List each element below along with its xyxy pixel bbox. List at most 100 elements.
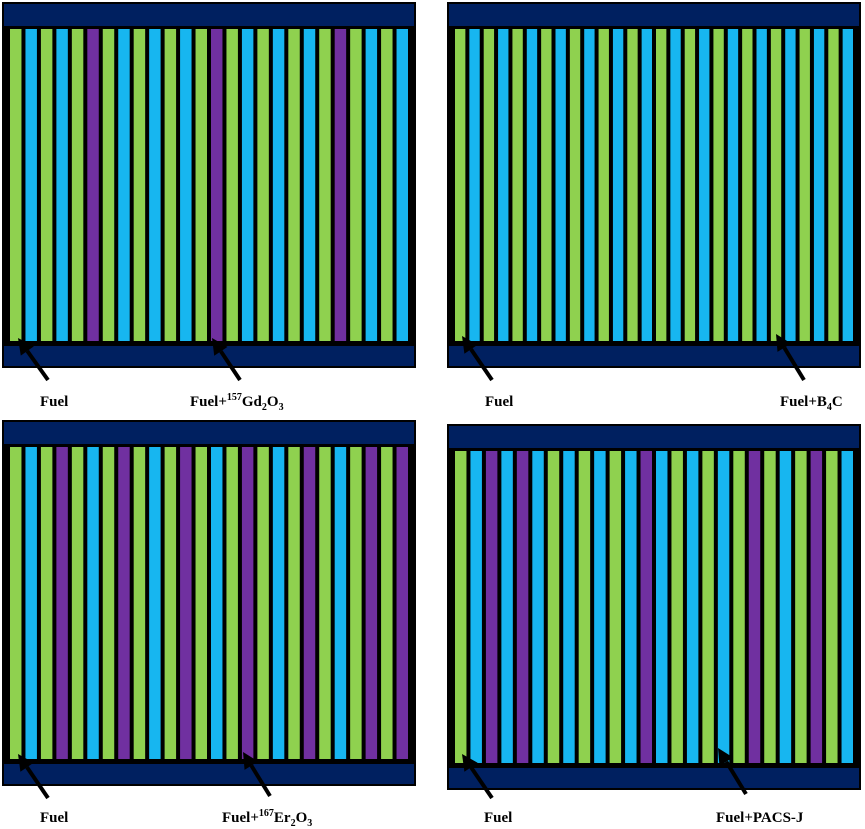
panel-3-rod-16-absorber: [241, 447, 254, 759]
panel-1-rod-1-fuel: [10, 29, 22, 341]
panel-4-rod-7-fuel: [547, 451, 560, 763]
panel-2-rod-4-coolant: [498, 29, 509, 341]
panel-1-rod-23-fuel: [350, 29, 362, 341]
panel-1-rod-21-fuel: [319, 29, 331, 341]
panel-3-rod-25-fuel: [381, 447, 393, 759]
panel-2-rod-5-fuel: [512, 29, 523, 341]
panel-4-fuel-arrow-shaft: [469, 766, 494, 800]
panel-2-rod-3-fuel: [483, 29, 495, 341]
panel-3-rod-14-coolant: [211, 447, 223, 759]
panel-3-rod-15-fuel: [226, 447, 238, 759]
panel-1-top-plate: [4, 4, 414, 26]
panel-3-absorber-arrow-shaft: [249, 764, 272, 798]
panel-4-rod-21-fuel: [764, 451, 776, 763]
panel-4-rod-14-coolant: [656, 451, 668, 763]
panel-1-rod-7-fuel: [102, 29, 115, 341]
panel-3-rod-6-coolant: [87, 447, 99, 759]
panel-1-rod-12-coolant: [180, 29, 192, 341]
panel-4-top-plate: [449, 426, 859, 448]
panel-3-rod-26-absorber: [396, 447, 408, 759]
panel-2-fuel-arrow-shaft: [469, 348, 494, 382]
panel-1-bottom-plate: [4, 346, 414, 366]
panel-2-rod-26-coolant: [813, 29, 825, 341]
panel-2-rod-14-coolant: [641, 29, 652, 341]
panel-4-rod-4-coolant: [501, 451, 513, 763]
panel-4-frame: [447, 424, 861, 790]
panel-1-rod-25-fuel: [381, 29, 393, 341]
panel-2-rod-22-coolant: [756, 29, 767, 341]
panel-1-rod-14-absorber: [211, 29, 223, 341]
panel-3-rod-24-absorber: [365, 447, 378, 759]
panel-2-rod-6-coolant: [526, 29, 538, 341]
panel-3-rod-20-absorber: [303, 447, 316, 759]
panel-3-rod-1-fuel: [10, 447, 22, 759]
panel-1-absorber-arrow-head: [212, 338, 228, 356]
panel-1-fuel-arrow-head: [18, 338, 34, 356]
panel-1-rod-11-fuel: [164, 29, 177, 341]
panel-4-rod-17-fuel: [702, 451, 714, 763]
panel-3-frame: [2, 420, 416, 786]
panel-4-rod-11-fuel: [609, 451, 622, 763]
panel-2-rod-25-fuel: [799, 29, 810, 341]
panel-2-rod-16-coolant: [670, 29, 681, 341]
panel-2-rod-1-fuel: [455, 29, 466, 341]
panel-1-rod-18-coolant: [272, 29, 285, 341]
panel-2-rod-9-fuel: [569, 29, 581, 341]
panel-1-rod-13-fuel: [195, 29, 207, 341]
panel-4-rod-6-coolant: [532, 451, 544, 763]
panel-3-rod-7-fuel: [102, 447, 115, 759]
panel-4-rod-5-absorber: [516, 451, 529, 763]
panel-2-rod-21-fuel: [742, 29, 753, 341]
panel-2-rod-19-fuel: [713, 29, 724, 341]
panel-2-rod-24-coolant: [785, 29, 796, 341]
panel-4-rod-19-fuel: [733, 451, 745, 763]
panel-3-absorber-label: Fuel+167Er2O3: [222, 808, 313, 829]
panel-2-rod-11-fuel: [598, 29, 609, 341]
panel-4-rod-23-fuel: [795, 451, 807, 763]
panel-3-rod-22-coolant: [334, 447, 347, 759]
panel-4-rod-25-fuel: [826, 451, 838, 763]
panel-3-rod-4-absorber: [56, 447, 68, 759]
panel-3-rod-17-fuel: [257, 447, 269, 759]
panel-1-rod-5-fuel: [71, 29, 84, 341]
panel-2-frame: [447, 2, 861, 368]
panel-2-absorber-arrow-head: [776, 334, 792, 352]
panel-4-rod-12-coolant: [625, 451, 637, 763]
panel-4-rod-18-coolant: [717, 451, 730, 763]
panel-3-fuel-arrow-head: [18, 754, 34, 772]
panel-4-rod-8-coolant: [563, 451, 575, 763]
panel-2-absorber-label: Fuel+B4C: [780, 394, 843, 413]
panel-3-fuel-arrow-shaft: [25, 766, 50, 800]
panel-2-rod-2-coolant: [469, 29, 480, 341]
panel-2-rod-12-coolant: [612, 29, 624, 341]
panel-1-rod-26-coolant: [396, 29, 408, 341]
panel-1-fuel-label: Fuel: [40, 394, 69, 410]
panel-4-rod-9-fuel: [578, 451, 591, 763]
panel-2-bottom-plate: [449, 346, 859, 366]
panel-3-rod-18-coolant: [272, 447, 285, 759]
panel-2-rod-27-fuel: [828, 29, 839, 341]
panel-4-rod-24-absorber: [810, 451, 823, 763]
panel-4-rod-13-absorber: [640, 451, 652, 763]
panel-3-rod-12-absorber: [180, 447, 192, 759]
panel-4-bottom-plate: [449, 768, 859, 788]
panel-1-rod-10-coolant: [149, 29, 161, 341]
panel-2-rod-10-coolant: [584, 29, 595, 341]
panel-4-rod-16-coolant: [686, 451, 699, 763]
panel-4-rod-10-coolant: [594, 451, 606, 763]
panel-1-absorber-label: Fuel+157Gd2O3: [190, 392, 284, 413]
panel-3-rod-5-fuel: [71, 447, 84, 759]
panel-1-rod-19-fuel: [288, 29, 300, 341]
panel-4-rod-22-coolant: [779, 451, 792, 763]
panel-3-rod-3-fuel: [40, 447, 53, 759]
panel-1-rod-9-fuel: [133, 29, 146, 341]
panel-2-rod-23-fuel: [770, 29, 782, 341]
panel-2-rod-28-coolant: [842, 29, 853, 341]
panel-3-rod-23-fuel: [350, 447, 362, 759]
panel-1-rod-17-fuel: [257, 29, 269, 341]
panel-1-rod-15-fuel: [226, 29, 238, 341]
panel-3-rod-11-fuel: [164, 447, 177, 759]
panel-2-top-plate: [449, 4, 859, 26]
panel-4-rod-20-absorber: [748, 451, 761, 763]
panel-4-rod-3-absorber: [485, 451, 498, 763]
